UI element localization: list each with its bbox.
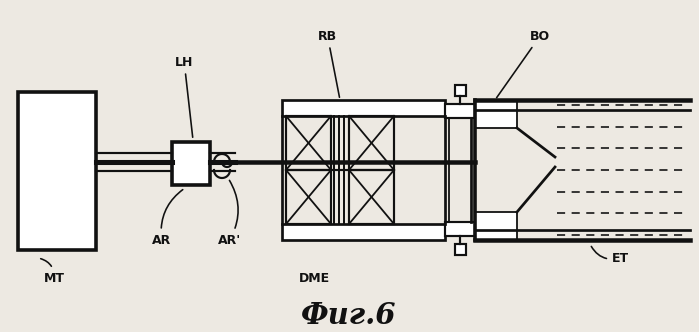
Text: AR: AR bbox=[152, 190, 182, 246]
Bar bbox=[282, 224, 445, 240]
Bar bbox=[455, 244, 466, 255]
Text: AR': AR' bbox=[218, 180, 241, 246]
Bar bbox=[445, 104, 475, 118]
Text: BO: BO bbox=[496, 30, 550, 98]
Text: RB: RB bbox=[318, 30, 340, 97]
Text: MT: MT bbox=[41, 259, 65, 285]
Text: LH: LH bbox=[175, 55, 194, 137]
Bar bbox=[349, 170, 394, 224]
Bar bbox=[475, 212, 517, 240]
Bar bbox=[349, 116, 394, 170]
Text: Фиг.6: Фиг.6 bbox=[301, 301, 397, 330]
Bar bbox=[286, 116, 331, 170]
Bar bbox=[172, 142, 210, 185]
Bar bbox=[445, 222, 475, 236]
Bar bbox=[18, 92, 96, 250]
Bar bbox=[455, 85, 466, 96]
Bar bbox=[286, 170, 331, 224]
Bar bbox=[475, 100, 517, 128]
Text: ET: ET bbox=[591, 246, 629, 265]
Text: DME: DME bbox=[298, 272, 329, 285]
Bar bbox=[282, 100, 445, 116]
